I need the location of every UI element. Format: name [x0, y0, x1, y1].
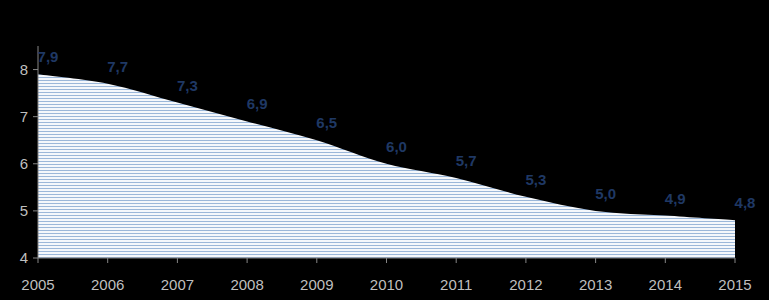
- chart-container: 4 5 6 7 8 2005 2006 2007 2008 2009 2010 2011 2012 201…: [0, 0, 769, 300]
- plot-area: [38, 74, 735, 258]
- y-tick: [33, 69, 38, 70]
- y-tick-label: 8: [20, 61, 28, 78]
- data-label: 7,7: [107, 58, 128, 75]
- y-tick: [33, 163, 38, 164]
- x-tick-label: 2010: [370, 276, 403, 293]
- x-tick: [38, 258, 39, 263]
- data-label: 7,9: [38, 48, 59, 65]
- x-tick: [456, 258, 457, 263]
- y-tick: [33, 258, 38, 259]
- y-tick-label: 5: [20, 202, 28, 219]
- x-tick: [107, 258, 108, 263]
- data-label: 5,0: [595, 185, 616, 202]
- x-tick-label: 2011: [440, 276, 472, 293]
- data-label: 6,9: [247, 95, 268, 112]
- y-axis-line: [38, 46, 39, 258]
- x-tick: [595, 258, 596, 263]
- data-label: 5,7: [456, 152, 477, 169]
- data-label: 5,3: [525, 171, 546, 188]
- x-tick-label: 2015: [718, 276, 751, 293]
- x-tick-label: 2005: [21, 276, 54, 293]
- y-tick-label: 6: [20, 155, 28, 172]
- area-series: [38, 74, 735, 258]
- y-tick-label: 7: [20, 108, 28, 125]
- y-tick: [33, 116, 38, 117]
- x-tick-label: 2012: [509, 276, 542, 293]
- x-tick: [247, 258, 248, 263]
- x-tick: [386, 258, 387, 263]
- x-tick-label: 2009: [300, 276, 333, 293]
- y-tick-label: 4: [20, 249, 28, 266]
- x-tick: [665, 258, 666, 263]
- x-tick-label: 2008: [230, 276, 263, 293]
- data-label: 6,0: [386, 138, 407, 155]
- data-label: 6,5: [316, 114, 337, 131]
- x-tick: [316, 258, 317, 263]
- x-tick: [177, 258, 178, 263]
- x-tick: [525, 258, 526, 263]
- x-tick-label: 2013: [579, 276, 612, 293]
- y-tick: [33, 210, 38, 211]
- data-label: 7,3: [177, 77, 198, 94]
- data-label: 4,8: [735, 194, 756, 211]
- x-tick-label: 2007: [161, 276, 194, 293]
- data-label: 4,9: [665, 190, 686, 207]
- x-tick-label: 2014: [649, 276, 682, 293]
- chart-svg: 4 5 6 7 8 2005 2006 2007 2008 2009 2010 2011 2012 201…: [0, 0, 769, 300]
- x-tick-label: 2006: [91, 276, 124, 293]
- x-tick: [735, 258, 736, 263]
